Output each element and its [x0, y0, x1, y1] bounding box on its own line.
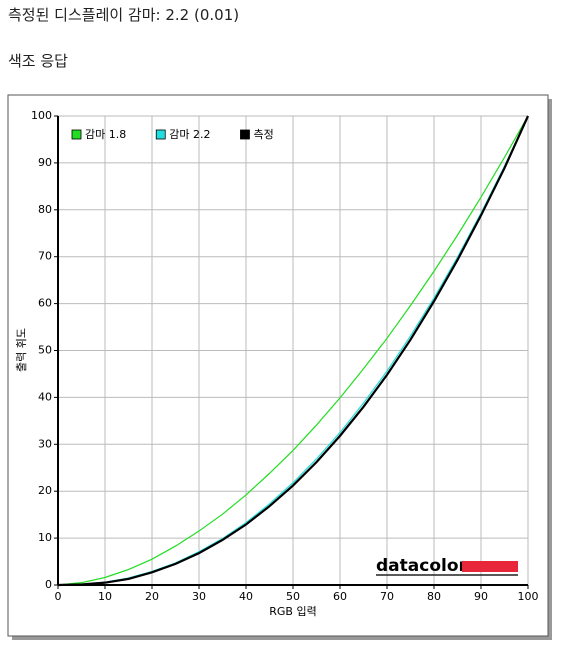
y-tick-label: 50: [38, 344, 52, 357]
x-tick-label: 10: [98, 590, 112, 603]
x-tick-label: 20: [145, 590, 159, 603]
x-tick-label: 80: [427, 590, 441, 603]
legend-label: 측정: [253, 128, 273, 141]
y-tick-label: 60: [38, 297, 52, 310]
legend-swatch: [71, 129, 82, 140]
x-tick-label: 0: [55, 590, 62, 603]
y-axis-label: 출력 휘도: [15, 328, 28, 372]
y-tick-label: 20: [38, 484, 52, 497]
x-tick-label: 40: [239, 590, 253, 603]
x-tick-label: 90: [474, 590, 488, 603]
x-tick-label: 70: [380, 590, 394, 603]
y-tick-label: 90: [38, 156, 52, 169]
legend-swatch: [155, 129, 166, 140]
legend-swatch: [240, 129, 250, 140]
y-tick-label: 80: [38, 203, 52, 216]
y-tick-label: 100: [31, 109, 52, 122]
x-tick-label: 100: [518, 590, 539, 603]
watermark-bar: [462, 561, 518, 572]
y-tick-label: 0: [45, 578, 52, 591]
series-line: [57, 115, 530, 587]
y-tick-label: 70: [38, 250, 52, 263]
x-tick-label: 60: [333, 590, 347, 603]
y-tick-label: 10: [38, 531, 52, 544]
section-title: 색조 응답: [8, 52, 68, 70]
y-tick-label: 40: [38, 390, 52, 403]
watermark: datacolor: [376, 556, 468, 576]
page-title: 측정된 디스플레이 감마: 2.2 (0.01): [8, 6, 240, 24]
y-tick-label: 30: [38, 437, 52, 450]
x-axis-label: RGB 입력: [269, 605, 316, 618]
series-line: [57, 115, 529, 586]
legend-label: 감마 2.2: [169, 128, 210, 141]
x-tick-label: 50: [286, 590, 300, 603]
legend-label: 감마 1.8: [85, 128, 126, 141]
x-tick-label: 30: [192, 590, 206, 603]
